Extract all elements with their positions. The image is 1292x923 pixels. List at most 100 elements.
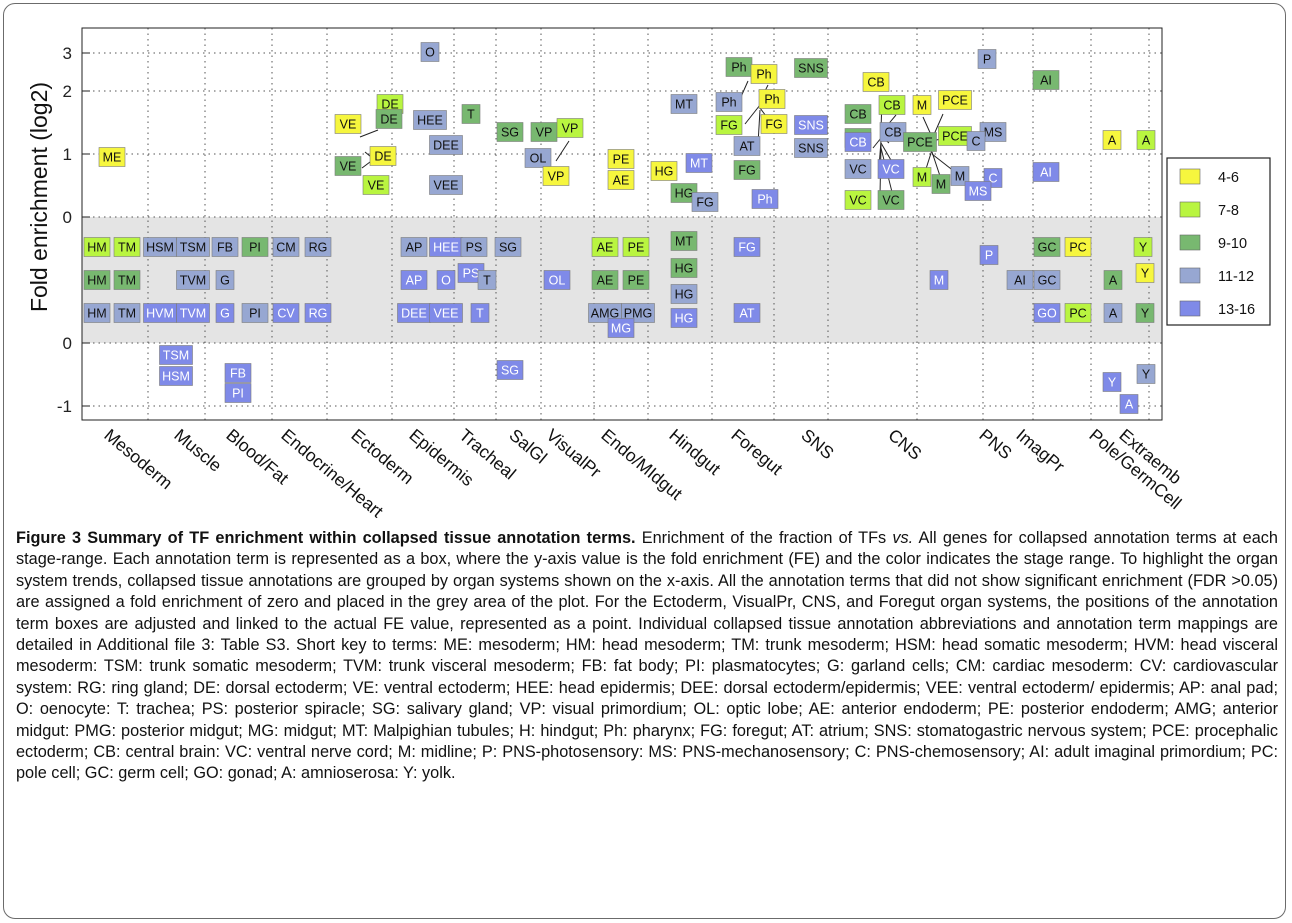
term-box-AP: AP xyxy=(400,237,428,257)
term-box-M: M xyxy=(929,270,949,290)
term-box-bg xyxy=(83,303,111,323)
term-box-SNS: SNS xyxy=(794,115,828,135)
term-box-PI: PI xyxy=(241,303,269,323)
term-box-label: VP xyxy=(548,170,565,184)
term-box-bg xyxy=(542,166,570,186)
term-box-bg xyxy=(622,237,650,257)
term-box-bg xyxy=(1032,70,1060,90)
term-box-label: A xyxy=(1109,307,1118,321)
legend-swatch xyxy=(1179,201,1201,218)
term-box-DE: DE xyxy=(375,109,403,129)
term-box-label: VC xyxy=(882,163,899,177)
term-box-label: FG xyxy=(738,241,755,255)
term-box-bg xyxy=(543,270,571,290)
term-box-bg xyxy=(844,132,872,152)
term-box-bg xyxy=(159,366,193,386)
term-box-bg xyxy=(715,92,743,112)
term-box-Y: Y xyxy=(1133,237,1153,257)
term-box-bg xyxy=(877,190,905,210)
term-box-label: VP xyxy=(536,126,553,140)
term-box-CB: CB xyxy=(862,72,890,92)
term-box-CM: CM xyxy=(272,237,300,257)
term-box-RG: RG xyxy=(304,237,332,257)
term-box-bg xyxy=(400,270,428,290)
term-box-label: VE xyxy=(340,118,357,132)
term-box-MT: MT xyxy=(670,94,698,114)
term-box-label: AE xyxy=(597,241,614,255)
y-tick-label: -1 xyxy=(57,397,72,416)
term-box-FG: FG xyxy=(760,114,788,134)
term-box-bg xyxy=(929,270,949,290)
term-box-TSM: TSM xyxy=(159,345,193,365)
term-box-HEE: HEE xyxy=(413,110,447,130)
fe-link-0 xyxy=(359,129,379,138)
term-box-AT: AT xyxy=(733,136,761,156)
term-box-bg xyxy=(176,303,210,323)
term-box-bg xyxy=(241,303,269,323)
caption-text-2: All genes for collapsed annotation terms… xyxy=(16,529,1278,783)
term-box-TM: TM xyxy=(113,270,141,290)
term-box-label: FG xyxy=(738,164,755,178)
term-box-label: HSM xyxy=(146,241,174,255)
term-box-label: AI xyxy=(1040,166,1052,180)
term-box-label: PE xyxy=(628,241,645,255)
term-box-bg xyxy=(670,308,698,328)
term-box-M: M xyxy=(912,167,932,187)
caption-vs: vs. xyxy=(892,529,914,547)
term-box-bg xyxy=(751,189,779,209)
term-box-bg xyxy=(685,153,713,173)
term-box-P: P xyxy=(979,245,999,265)
term-box-label: PI xyxy=(249,307,261,321)
term-box-label: HM xyxy=(87,274,106,288)
x-category-label: SNS xyxy=(797,425,837,463)
term-box-label: GO xyxy=(1037,307,1057,321)
term-box-label: FG xyxy=(765,118,782,132)
term-box-OL: OL xyxy=(543,270,571,290)
term-box-bg xyxy=(429,175,463,195)
term-box-bg xyxy=(113,237,141,257)
term-box-bg xyxy=(950,166,970,186)
term-box-HG: HG xyxy=(670,284,698,304)
term-box-PE: PE xyxy=(607,149,635,169)
term-box-label: PS xyxy=(463,267,480,281)
term-box-AI: AI xyxy=(1032,162,1060,182)
term-box-bg xyxy=(650,161,678,181)
term-box-PCE: PCE xyxy=(903,132,937,152)
term-box-label: HSM xyxy=(162,370,190,384)
term-box-MT: MT xyxy=(670,231,698,251)
term-box-bg xyxy=(241,237,269,257)
term-box-VE: VE xyxy=(334,114,362,134)
term-box-label: G xyxy=(220,274,230,288)
term-box-label: SG xyxy=(501,126,519,140)
term-box-label: FG xyxy=(720,119,737,133)
term-box-label: TM xyxy=(118,274,136,288)
term-box-bg xyxy=(670,231,698,251)
term-box-TVM: TVM xyxy=(176,270,210,290)
term-box-bg xyxy=(1064,237,1092,257)
x-category-label: Mesoderm xyxy=(100,425,176,493)
term-box-label: Y xyxy=(1141,267,1150,281)
term-box-label: CB xyxy=(849,136,866,150)
term-box-bg xyxy=(844,104,872,124)
term-box-bg xyxy=(429,135,463,155)
term-box-label: AP xyxy=(406,274,423,288)
term-box-bg xyxy=(98,147,126,167)
term-box-label: T xyxy=(467,108,475,122)
term-box-bg xyxy=(966,131,986,151)
term-box-label: SG xyxy=(501,364,519,378)
term-box-CB: CB xyxy=(844,132,872,152)
term-box-label: CV xyxy=(277,307,295,321)
term-box-label: AI xyxy=(1014,274,1026,288)
term-box-Ph: Ph xyxy=(758,89,786,109)
term-box-VC: VC xyxy=(844,159,872,179)
term-box-bg xyxy=(607,170,635,190)
y-axis-label: Fold enrichment (log2) xyxy=(26,82,52,312)
term-box-A: A xyxy=(1103,303,1123,323)
term-box-label: TM xyxy=(118,307,136,321)
term-box-label: CM xyxy=(276,241,295,255)
term-box-O: O xyxy=(436,270,456,290)
legend-label: 13-16 xyxy=(1218,302,1255,318)
term-box-bg xyxy=(1033,237,1061,257)
term-box-label: MS xyxy=(984,126,1003,140)
